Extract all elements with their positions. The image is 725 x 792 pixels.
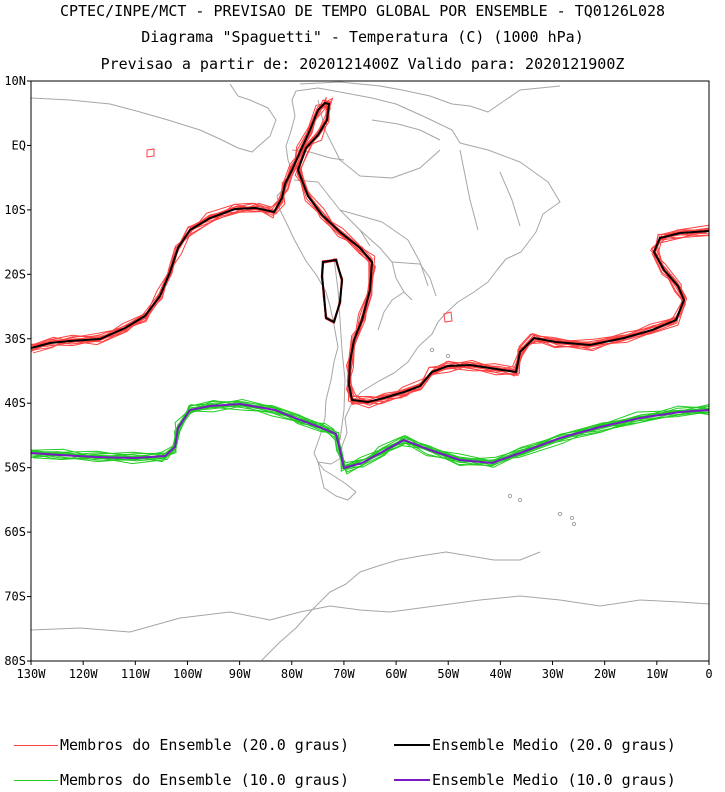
ensemble-mean-contour-10 [31,402,709,470]
lon-label: 60W [385,667,407,681]
ensemble-mean-contour-20 [320,258,344,324]
axis-ticks [27,80,710,665]
lat-label: 40S [4,396,26,410]
member-contour-10 [31,404,709,465]
country-border [371,119,441,141]
legend-label-mean-20: Ensemble Medio (20.0 graus) [432,736,676,754]
legend-label-members-20: Membros do Ensemble (20.0 graus) [60,736,349,754]
member-contour-10 [33,400,709,473]
country-border [499,171,521,227]
member-contour-20 [31,100,708,402]
lon-label: 90W [229,667,251,681]
member-contour-20 [31,101,709,402]
lon-label: 30W [542,667,564,681]
legend-swatch-members-10 [14,779,58,781]
legend-item-mean-20: Ensemble Medio (20.0 graus) [394,736,676,754]
legend-swatch-members-20 [14,744,58,746]
south-america-coast [276,87,561,465]
legend: Membros do Ensemble (20.0 graus) Ensembl… [0,728,725,792]
legend-label-members-10: Membros do Ensemble (10.0 graus) [60,771,349,789]
member-contour-10 [31,403,709,473]
map-frame [30,80,710,662]
legend-item-members-20: Membros do Ensemble (20.0 graus) [14,736,349,754]
island-coast [569,515,575,521]
legend-item-members-10: Membros do Ensemble (10.0 graus) [14,771,349,789]
lat-label: 10S [4,203,26,217]
member-contour-20 [443,311,453,323]
coastline-layer [31,81,709,661]
lon-label: 20W [594,667,616,681]
member-contour-20 [31,97,709,409]
central-america-coast [31,83,277,153]
lat-label: 30S [4,332,26,346]
lat-label: 10N [4,74,26,88]
lat-label: 70S [4,590,26,604]
tierra-del-fuego-coast [317,461,357,501]
member-contour-20 [146,148,155,158]
island-coast [571,521,577,527]
country-border [333,257,346,441]
lon-label: 100W [173,667,203,681]
lat-label: 60S [4,525,26,539]
member-contour-20 [33,105,709,401]
legend-swatch-mean-10 [394,779,430,781]
antarctic-coast [261,551,541,661]
legend-label-mean-10: Ensemble Medio (10.0 graus) [432,771,676,789]
lat-label: 20S [4,267,26,281]
legend-swatch-mean-20 [394,744,430,746]
lat-label: 80S [4,654,26,668]
island-coast [445,353,451,359]
member-contour-20 [31,97,709,405]
lon-label: 10W [646,667,668,681]
antarctic-coast [31,595,709,633]
lon-label: 40W [490,667,512,681]
ensemble-mean-contour-20 [31,101,709,404]
title-line-3: Previsao a partir de: 2020121400Z Valido… [100,55,625,73]
island-coast [507,493,513,499]
title-line-2: Diagrama "Spaguetti" - Temperatura (C) (… [141,28,584,46]
lat-label: 50S [4,461,26,475]
country-border [359,229,413,301]
member-contour-20 [32,104,709,403]
island-coast [429,347,435,353]
lon-label: 120W [69,667,99,681]
country-border [391,261,437,297]
country-border [339,209,429,287]
lon-label: 130W [17,667,47,681]
island-coast [517,497,523,503]
member-contour-20 [32,103,709,400]
member-contour-10 [33,400,709,475]
lon-label: 110W [121,667,151,681]
lon-label: 50W [437,667,459,681]
caribbean-coast [299,81,561,113]
title-line-1: CPTEC/INPE/MCT - PREVISAO DE TEMPO GLOBA… [59,2,666,20]
lon-label: 70W [333,667,355,681]
lon-label: 80W [281,667,303,681]
country-border [459,149,479,231]
island-coast [557,511,563,517]
country-border [317,99,441,179]
member-contour-20 [31,101,709,404]
lat-label: EQ [12,138,26,152]
contour-layer [31,97,709,475]
legend-item-mean-10: Ensemble Medio (10.0 graus) [394,771,676,789]
country-border [377,291,405,331]
member-contour-20 [32,99,709,406]
lon-label: 0 [705,667,712,681]
